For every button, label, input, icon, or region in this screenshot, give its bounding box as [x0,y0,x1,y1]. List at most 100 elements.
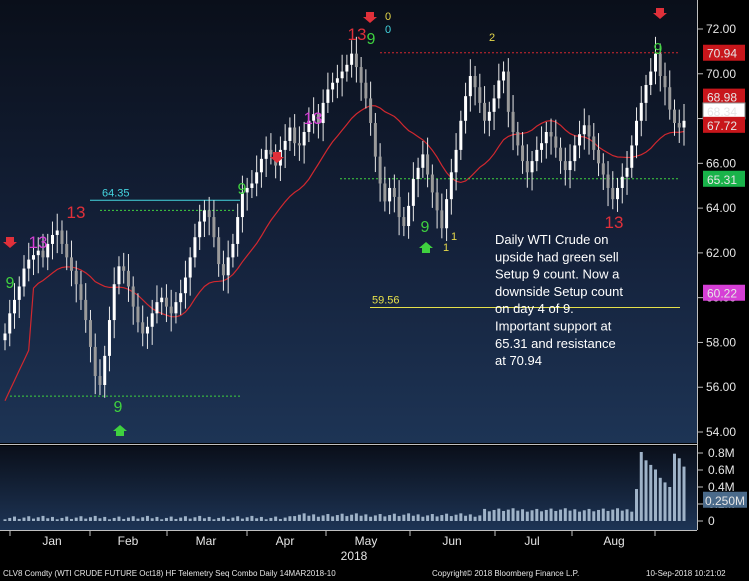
candle-body [12,299,16,314]
volume-bar [283,517,287,521]
candle-body [8,313,12,334]
volume-bar [654,469,658,521]
candle-body [93,346,97,377]
volume-bar [677,458,681,521]
sell-arrow-icon [653,8,667,19]
volume-bar [3,519,7,521]
volume-bar [145,515,149,521]
volume-bar [573,509,577,521]
volume-bar [449,516,453,521]
candle-body [373,123,377,157]
x-year-label: 2018 [341,549,368,563]
candle-body [502,71,506,81]
candle-body [487,111,491,121]
candle-body [212,217,216,238]
volume-bar [601,508,605,521]
candle-body [383,183,387,202]
footer-center: Copyright© 2018 Bloomberg Finance L.P. [432,569,580,578]
volume-bar [649,464,653,521]
volume-bar [240,518,244,521]
candle-body [302,131,306,146]
price-flag-label: 70.94 [707,47,737,61]
candle-body [65,243,69,258]
candle-body [145,326,149,334]
volume-bar [231,517,235,521]
volume-tick-label: 0.8M [708,446,735,460]
volume-bar [150,518,154,521]
candle-body [525,161,529,173]
setup-count-label: 9 [114,399,123,416]
candle-body [350,53,354,65]
volume-bar [668,487,672,521]
candle-body [673,109,677,124]
volume-bar [297,514,301,521]
candle-body [126,270,130,287]
candle-body [540,143,544,150]
candle-body [207,210,211,218]
candle-body [426,154,430,175]
candle-body [492,98,496,112]
candle-body [682,120,686,128]
x-tick-label: Jul [524,534,539,548]
candle-body [616,187,620,200]
volume-bar [568,510,572,521]
x-tick-label: May [355,534,378,548]
sell-arrow-icon [270,152,284,163]
volume-bar [606,510,610,521]
volume-bar [426,515,430,521]
volume-bar [511,508,515,521]
candle-body [535,149,539,162]
candle-body [416,167,420,180]
candle-body [378,156,382,184]
volume-bar [226,518,230,521]
candle-body [112,284,116,321]
price-flag-label: 67.72 [707,119,737,133]
candle-body [554,136,558,148]
volume-bar [136,518,140,521]
volume-bar [521,509,525,521]
candle-body [677,123,681,128]
y-tick-label: 54.00 [706,425,736,439]
candle-body [3,333,7,341]
candle-body [217,237,221,265]
volume-bar [549,508,553,521]
indicator-line-label: 64.35 [102,187,130,199]
volume-bar [174,518,178,521]
volume-bar [27,516,31,521]
volume-bar [122,518,126,521]
candle-body [639,102,643,121]
candle-body [27,259,31,269]
volume-bar [321,515,325,521]
candle-body [364,82,368,99]
candle-body [150,313,154,327]
volume-bar [335,515,339,521]
volume-bar [340,513,344,521]
candle-body [297,143,301,146]
candle-body [544,131,548,144]
setup-count-label: 13 [304,109,323,128]
footer-right: 10-Sep-2018 10:21:02 [646,569,726,578]
candle-body [255,172,259,184]
volume-bar [682,466,686,521]
candle-body [202,210,206,222]
price-flag-box [703,88,745,105]
volume-bar [126,517,130,521]
volume-bar [331,516,335,521]
volume-bar [544,509,548,521]
candle-body [236,217,240,244]
volume-bar [22,517,26,521]
buy-arrow-icon [113,425,127,436]
volume-bar [616,508,620,521]
volume-bar [288,516,292,521]
candle-body [582,125,586,135]
candle-body [620,176,624,188]
candle-body [307,120,311,132]
volume-bar [65,516,69,521]
volume-bar [293,516,297,521]
moving-average-line [4,104,685,401]
volume-bar [625,509,629,521]
candle-body [131,286,135,307]
setup-count-label: 13 [29,233,48,252]
volume-bar [217,517,221,521]
